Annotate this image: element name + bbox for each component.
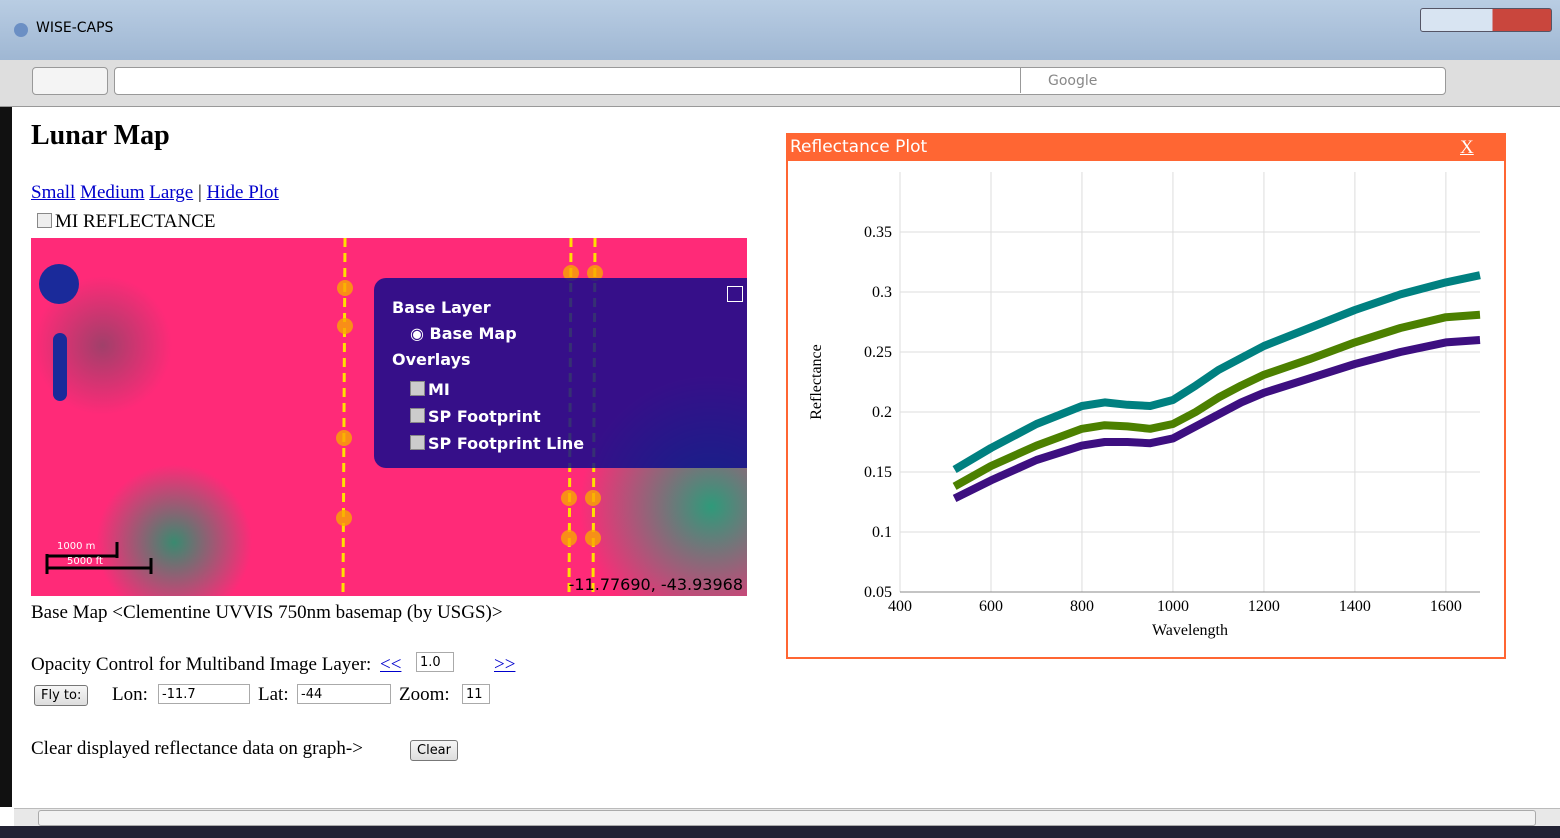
y-tick-label: 0.1 (872, 524, 892, 541)
lat-input[interactable] (297, 684, 391, 704)
window-frame-bottom (0, 826, 1560, 838)
fly-button[interactable]: Fly to: (34, 685, 88, 706)
y-axis-label: Reflectance (808, 344, 825, 420)
size-links: Small Medium Large | Hide Plot (31, 182, 279, 204)
opacity-label: Opacity Control for Multiband Image Laye… (31, 654, 371, 676)
overlay-option[interactable]: SP Footprint (410, 407, 541, 426)
opacity-input[interactable] (416, 652, 454, 672)
window-controls[interactable] (1420, 8, 1552, 32)
y-tick-label: 0.25 (864, 344, 892, 361)
zoom-label: Zoom: (399, 684, 450, 706)
series-line (955, 340, 1480, 498)
x-tick-label: 600 (979, 598, 1003, 615)
plot-title: Reflectance Plot (790, 137, 927, 157)
y-tick-label: 0.35 (864, 224, 892, 241)
page-title: Lunar Map (31, 120, 170, 152)
overlays-heading: Overlays (392, 350, 471, 369)
y-tick-label: 0.3 (872, 284, 892, 301)
base-label: Base Map (430, 324, 517, 343)
mouse-coordinates: -11.77690, -43.93968 (569, 575, 743, 594)
link-large[interactable]: Large (149, 182, 193, 203)
separator: | (198, 182, 202, 203)
map[interactable]: 1000 m 5000 ft -11.77690, -43.93968 Base… (31, 238, 747, 596)
overlay-label: SP Footprint (428, 407, 541, 426)
x-tick-label: 1600 (1430, 598, 1462, 615)
link-hide-plot[interactable]: Hide Plot (207, 182, 279, 203)
nav-buttons[interactable] (32, 67, 108, 95)
overlay-option[interactable]: MI (410, 380, 450, 399)
opacity-decrease[interactable]: << (380, 654, 401, 676)
title-bar (0, 0, 1560, 60)
base-heading: Base Layer (392, 298, 491, 317)
x-axis-label: Wavelength (1152, 622, 1228, 639)
screen: WISE-CAPS Google Lunar Map Small Medium … (0, 0, 1560, 838)
scale-metric: 1000 m (57, 541, 95, 552)
zoom-input[interactable] (462, 684, 490, 704)
search-placeholder: Google (1048, 73, 1097, 89)
mi-checkbox-row: MI REFLECTANCE (37, 211, 216, 233)
series-line (955, 275, 1480, 469)
scroll-thumb[interactable] (38, 810, 1536, 826)
lon-input[interactable] (158, 684, 250, 704)
minimize[interactable] (727, 286, 743, 302)
y-tick-label: 0.2 (872, 404, 892, 421)
caption: Base Map <Clementine UVVIS 750nm basemap… (31, 602, 503, 624)
lat-label: Lat: (258, 684, 289, 706)
overlay-label: MI (428, 380, 450, 399)
layer-switcher: Base Layer ◉ Base Map Overlays MI SP Foo… (374, 278, 747, 468)
x-tick-label: 1000 (1157, 598, 1189, 615)
app-icon (14, 23, 28, 37)
scale-imperial: 5000 ft (67, 556, 103, 567)
link-medium[interactable]: Medium (80, 182, 144, 203)
clear-button[interactable]: Clear (410, 740, 458, 761)
y-tick-label: 0.15 (864, 464, 892, 481)
checkbox-label: MI REFLECTANCE (55, 211, 216, 232)
link-small[interactable]: Small (31, 182, 75, 203)
lon-label: Lon: (112, 684, 148, 706)
overlay-label: SP Footprint Line (428, 434, 584, 453)
x-tick-label: 1200 (1248, 598, 1280, 615)
overlay-option[interactable]: SP Footprint Line (410, 434, 584, 453)
window-frame (0, 107, 12, 807)
opacity-increase[interactable]: >> (494, 654, 515, 676)
x-tick-label: 1400 (1339, 598, 1371, 615)
window-title: WISE-CAPS (36, 20, 113, 36)
x-tick-label: 800 (1070, 598, 1094, 615)
checkbox[interactable] (37, 213, 52, 228)
x-tick-label: 400 (888, 598, 912, 615)
base-option[interactable]: ◉ Base Map (410, 324, 517, 343)
plot-close[interactable]: X (1460, 137, 1474, 159)
clear-label: Clear displayed reflectance data on grap… (31, 738, 363, 760)
